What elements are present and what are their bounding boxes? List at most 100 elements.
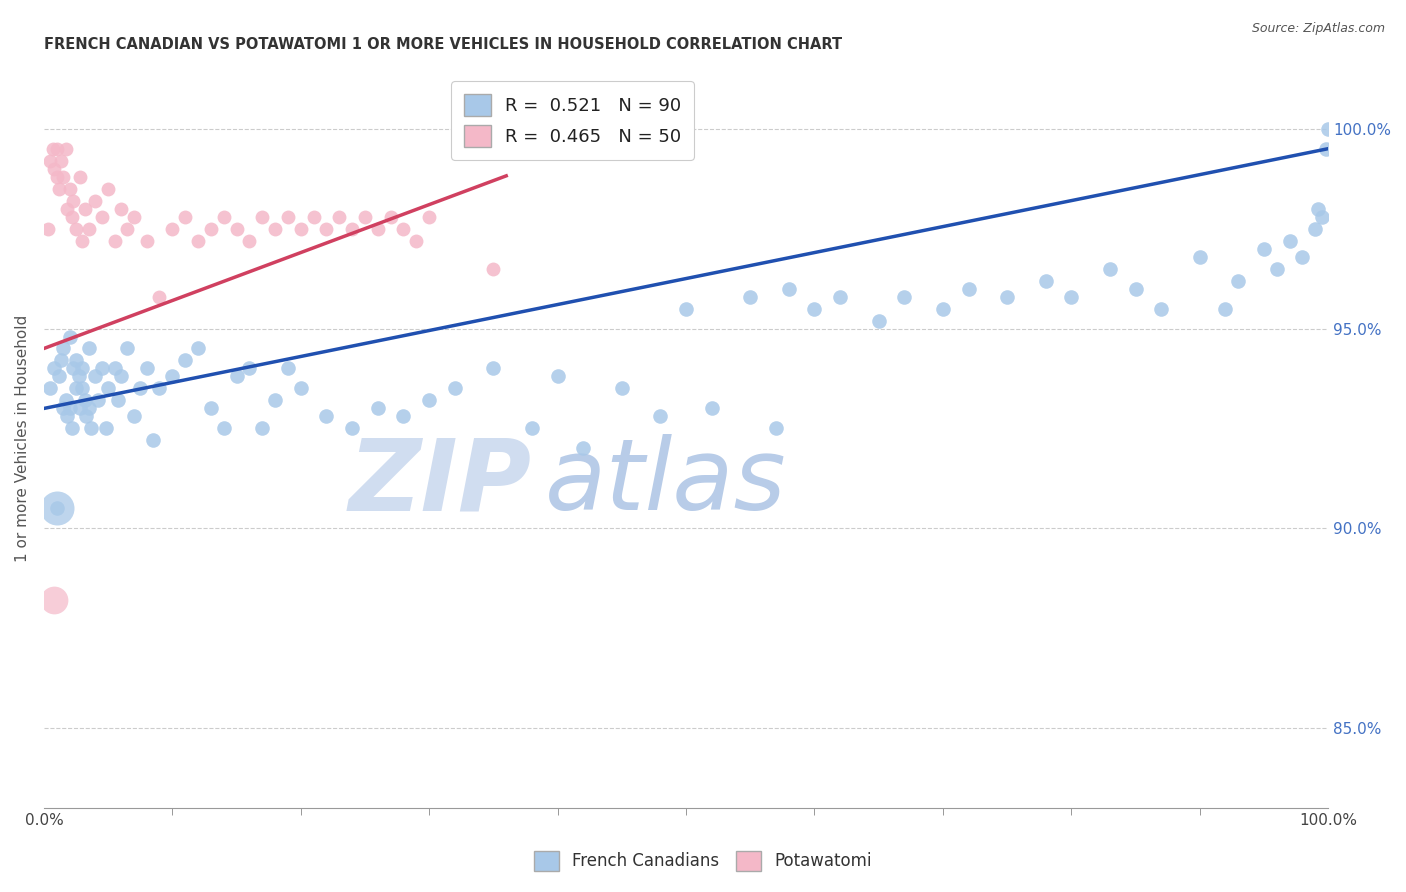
Point bbox=[200, 401, 222, 416]
Point bbox=[73, 393, 96, 408]
Point bbox=[418, 210, 440, 224]
Point bbox=[90, 361, 112, 376]
Point bbox=[765, 421, 787, 435]
Point bbox=[1303, 221, 1326, 235]
Point bbox=[1315, 142, 1337, 156]
Point bbox=[97, 181, 120, 195]
Point bbox=[1060, 289, 1083, 303]
Point bbox=[1278, 234, 1301, 248]
Point bbox=[957, 281, 980, 295]
Point bbox=[117, 342, 139, 356]
Point bbox=[44, 593, 66, 607]
Point bbox=[117, 221, 139, 235]
Point bbox=[1098, 261, 1121, 276]
Point bbox=[830, 289, 852, 303]
Point bbox=[200, 221, 222, 235]
Point bbox=[264, 393, 287, 408]
Text: FRENCH CANADIAN VS POTAWATOMI 1 OR MORE VEHICLES IN HOUSEHOLD CORRELATION CHART: FRENCH CANADIAN VS POTAWATOMI 1 OR MORE … bbox=[44, 37, 842, 53]
Point bbox=[56, 202, 79, 216]
Point bbox=[44, 361, 66, 376]
Point bbox=[129, 381, 152, 395]
Point bbox=[893, 289, 915, 303]
Point bbox=[84, 194, 107, 208]
Point bbox=[162, 221, 184, 235]
Point bbox=[328, 210, 350, 224]
Point bbox=[110, 369, 132, 384]
Point bbox=[77, 401, 100, 416]
Point bbox=[547, 369, 569, 384]
Point bbox=[39, 153, 62, 168]
Point bbox=[148, 289, 170, 303]
Point bbox=[212, 421, 235, 435]
Point bbox=[1265, 261, 1288, 276]
Point bbox=[367, 401, 389, 416]
Point bbox=[62, 194, 84, 208]
Point bbox=[238, 234, 260, 248]
Point bbox=[94, 421, 117, 435]
Point bbox=[354, 210, 377, 224]
Point bbox=[225, 369, 247, 384]
Point bbox=[392, 409, 415, 424]
Point bbox=[174, 353, 197, 368]
Legend: French Canadians, Potawatomi: French Canadians, Potawatomi bbox=[526, 842, 880, 880]
Point bbox=[45, 142, 67, 156]
Point bbox=[55, 393, 77, 408]
Point bbox=[84, 369, 107, 384]
Point bbox=[69, 401, 91, 416]
Point bbox=[58, 329, 80, 343]
Point bbox=[97, 381, 120, 395]
Point bbox=[1310, 210, 1333, 224]
Text: Source: ZipAtlas.com: Source: ZipAtlas.com bbox=[1251, 22, 1385, 36]
Point bbox=[572, 442, 595, 456]
Point bbox=[60, 421, 83, 435]
Point bbox=[37, 221, 59, 235]
Point bbox=[58, 181, 80, 195]
Point bbox=[75, 409, 97, 424]
Point bbox=[675, 301, 697, 316]
Point bbox=[995, 289, 1018, 303]
Point bbox=[72, 234, 94, 248]
Point bbox=[148, 381, 170, 395]
Point bbox=[48, 181, 70, 195]
Point bbox=[1306, 202, 1329, 216]
Point bbox=[740, 289, 762, 303]
Point bbox=[444, 381, 467, 395]
Point bbox=[65, 381, 87, 395]
Point bbox=[610, 381, 633, 395]
Point bbox=[302, 210, 325, 224]
Point bbox=[778, 281, 800, 295]
Point bbox=[1150, 301, 1173, 316]
Point bbox=[45, 169, 67, 184]
Point bbox=[65, 221, 87, 235]
Point bbox=[162, 369, 184, 384]
Point bbox=[405, 234, 427, 248]
Point bbox=[250, 421, 273, 435]
Point bbox=[77, 342, 100, 356]
Point bbox=[135, 234, 157, 248]
Point bbox=[122, 210, 145, 224]
Point bbox=[48, 369, 70, 384]
Point bbox=[107, 393, 129, 408]
Point bbox=[1125, 281, 1147, 295]
Point bbox=[392, 221, 415, 235]
Point bbox=[122, 409, 145, 424]
Point bbox=[264, 221, 287, 235]
Point bbox=[315, 221, 337, 235]
Point bbox=[1291, 250, 1313, 264]
Text: atlas: atlas bbox=[544, 434, 786, 532]
Point bbox=[1035, 274, 1057, 288]
Point bbox=[277, 361, 299, 376]
Point bbox=[44, 161, 66, 176]
Point bbox=[42, 142, 65, 156]
Point bbox=[1253, 242, 1275, 256]
Point bbox=[67, 369, 90, 384]
Point bbox=[520, 421, 543, 435]
Point bbox=[1215, 301, 1237, 316]
Point bbox=[90, 210, 112, 224]
Point bbox=[367, 221, 389, 235]
Point bbox=[238, 361, 260, 376]
Point bbox=[55, 142, 77, 156]
Point bbox=[650, 409, 672, 424]
Point bbox=[73, 202, 96, 216]
Point bbox=[45, 501, 67, 516]
